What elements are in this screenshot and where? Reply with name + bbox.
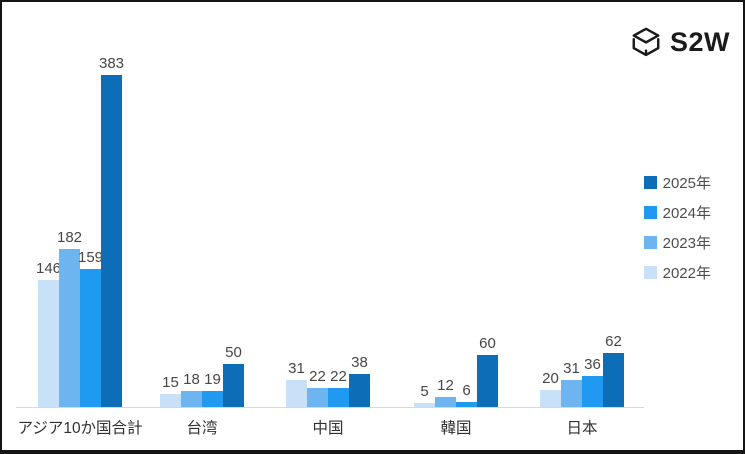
- legend-swatch: [643, 206, 657, 219]
- cube-wireframe-icon: [630, 26, 662, 58]
- legend-swatch: [643, 236, 657, 249]
- legend-label: 2022年: [662, 265, 711, 282]
- bar-2023年: [561, 380, 582, 407]
- bar-value-label: 5: [420, 383, 429, 400]
- bar-group: 31 22 22 38: [286, 74, 370, 407]
- legend-swatch: [643, 266, 657, 279]
- legend: 2025年 2024年 2023年 2022年: [643, 172, 711, 292]
- bar-slot: 5: [414, 74, 435, 407]
- bar-slot: 62: [603, 74, 624, 407]
- bar-value-label: 38: [351, 354, 368, 371]
- bar-slot: 182: [56, 74, 83, 407]
- bar-slot: 146: [35, 74, 62, 407]
- category-label: 中国: [312, 420, 344, 437]
- bar-value-label: 12: [437, 377, 454, 394]
- bar-slot: 20: [540, 74, 561, 407]
- plot-area: 146 182 159 383 15 18 19 50 31 22 22 38 5 12 6 60 20 31 36…: [2, 55, 743, 407]
- legend-label: 2025年: [662, 175, 711, 192]
- bar-2022年: [540, 390, 561, 407]
- bar-slot: 18: [181, 74, 202, 407]
- category-label: 韓国: [440, 420, 472, 437]
- bar-slot: 383: [99, 55, 124, 407]
- bar-2023年: [181, 391, 202, 407]
- legend-item: 2022年: [643, 262, 711, 283]
- bar-2023年: [307, 388, 328, 407]
- legend-swatch: [643, 176, 657, 189]
- bar-slot: 38: [349, 74, 370, 407]
- bar-value-label: 60: [479, 335, 496, 352]
- bar-2024年: [202, 391, 223, 407]
- x-axis-line: [16, 407, 644, 408]
- bar-value-label: 20: [542, 370, 559, 387]
- bar-2024年: [582, 376, 603, 407]
- bar-value-label: 18: [183, 371, 200, 388]
- bar-2025年: [603, 353, 624, 407]
- bar-slot: 50: [223, 74, 244, 407]
- bar-slot: 60: [477, 74, 498, 407]
- bar-value-label: 31: [563, 360, 580, 377]
- bar-group: 146 182 159 383: [35, 55, 124, 407]
- bar-group: 20 31 36 62: [540, 74, 624, 407]
- bar-slot: 19: [202, 74, 223, 407]
- legend-label: 2024年: [662, 205, 711, 222]
- bar-value-label: 6: [462, 382, 471, 399]
- bar-slot: 12: [435, 74, 456, 407]
- category-label: 日本: [566, 420, 598, 437]
- bar-2024年: [328, 388, 349, 407]
- bar-value-label: 383: [98, 55, 125, 72]
- bar-2022年: [414, 403, 435, 407]
- bar-2023年: [435, 397, 456, 407]
- bar-value-label: 50: [225, 344, 242, 361]
- bar-slot: 31: [286, 74, 307, 407]
- bar-slot: 22: [307, 74, 328, 407]
- bar-group: 15 18 19 50: [160, 74, 244, 407]
- s2w-logo: S2W: [630, 26, 730, 58]
- legend-item: 2025年: [643, 172, 711, 193]
- bar-group: 5 12 6 60: [414, 74, 498, 407]
- bar-slot: 31: [561, 74, 582, 407]
- bar-2024年: [80, 269, 101, 407]
- bar-value-label: 146: [35, 260, 62, 277]
- bar-value-label: 22: [309, 368, 326, 385]
- bar-2023年: [59, 249, 80, 407]
- bar-slot: 15: [160, 74, 181, 407]
- bar-value-label: 15: [162, 374, 179, 391]
- logo-text: S2W: [669, 26, 730, 57]
- legend-item: 2024年: [643, 202, 711, 223]
- bar-value-label: 19: [204, 371, 221, 388]
- bar-value-label: 22: [330, 368, 347, 385]
- bar-value-label: 159: [77, 249, 104, 266]
- bar-value-label: 182: [56, 229, 83, 246]
- bar-2024年: [456, 402, 477, 407]
- bar-slot: 6: [456, 74, 477, 407]
- bar-slot: 22: [328, 74, 349, 407]
- legend-label: 2023年: [662, 235, 711, 252]
- bar-2025年: [477, 355, 498, 407]
- bar-value-label: 36: [584, 356, 601, 373]
- category-label: 台湾: [186, 420, 218, 437]
- bar-value-label: 62: [605, 333, 622, 350]
- bar-value-label: 31: [288, 360, 305, 377]
- bar-slot: 36: [582, 74, 603, 407]
- category-label: アジア10か国合計: [17, 420, 143, 437]
- bar-2025年: [101, 75, 122, 407]
- bar-2025年: [223, 364, 244, 407]
- bar-2022年: [286, 380, 307, 407]
- bar-2022年: [38, 280, 59, 407]
- bar-slot: 159: [77, 74, 104, 407]
- legend-item: 2023年: [643, 232, 711, 253]
- bar-2022年: [160, 394, 181, 407]
- bar-2025年: [349, 374, 370, 407]
